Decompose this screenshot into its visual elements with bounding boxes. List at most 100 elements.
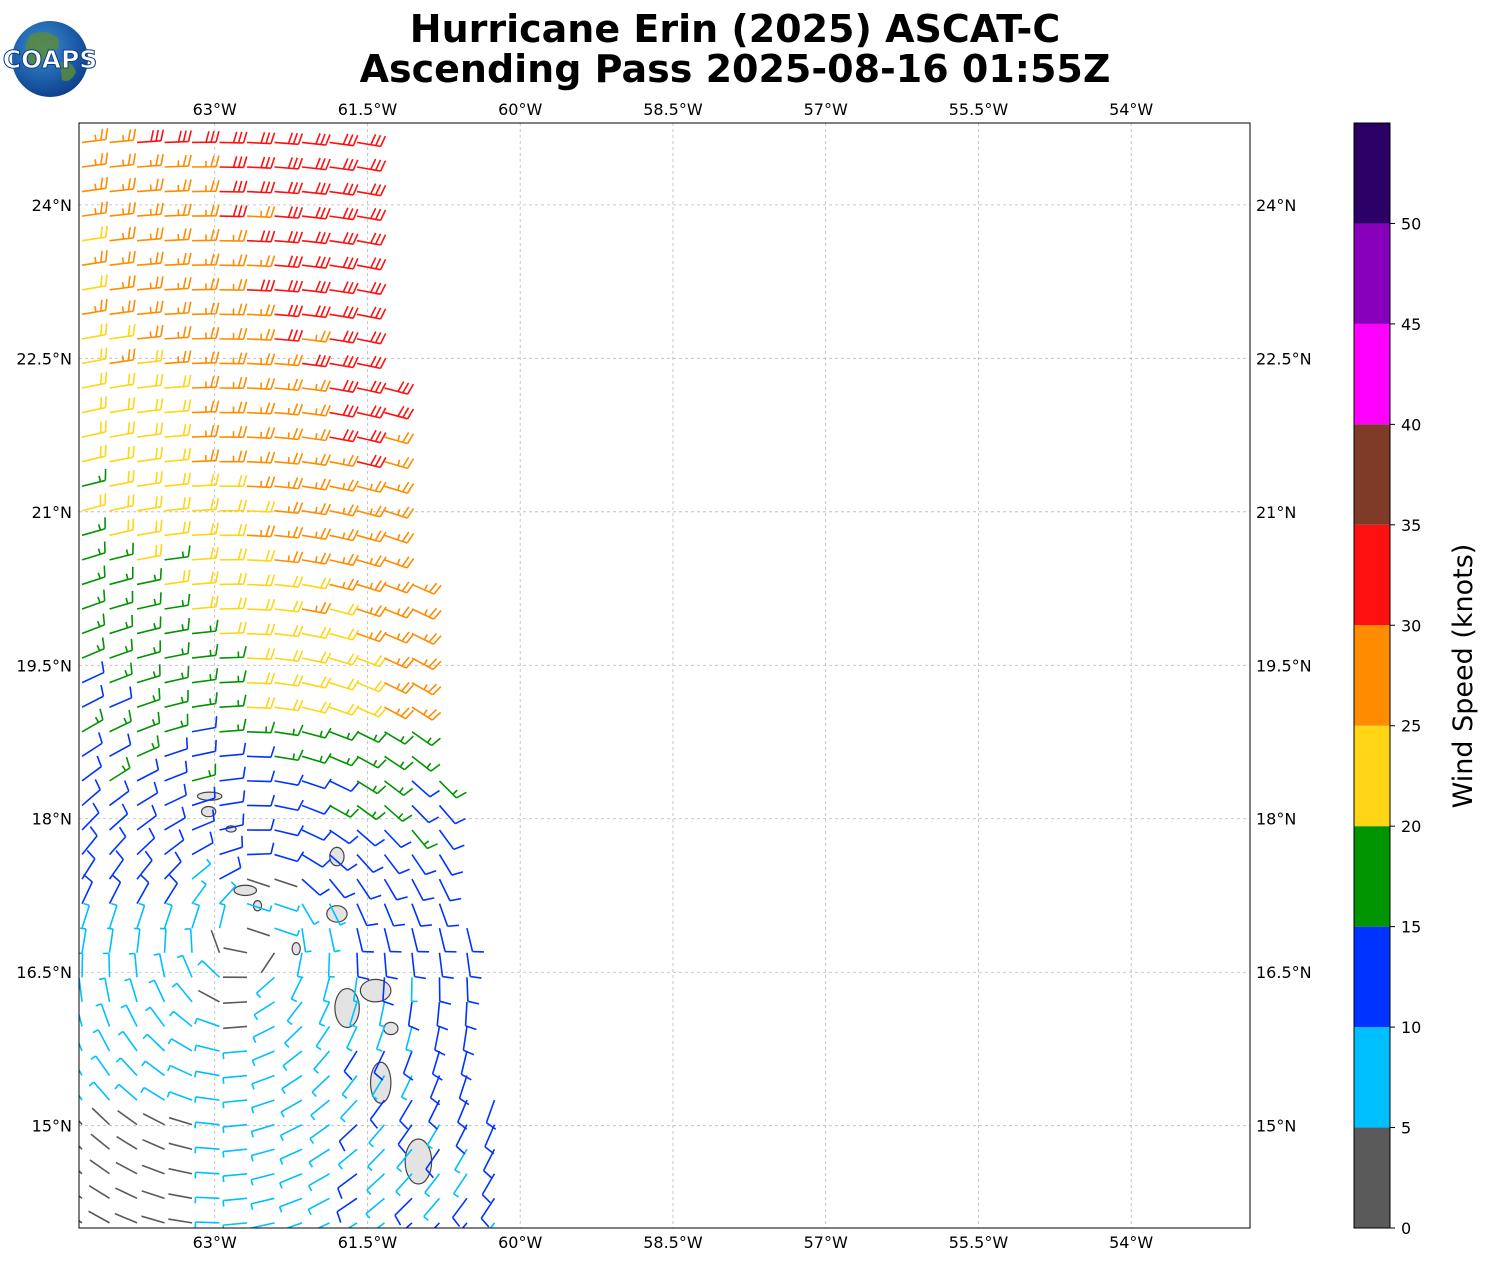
barb-half-flag (423, 1215, 429, 1222)
barb-flag (297, 502, 304, 514)
wind-barb (88, 1081, 111, 1101)
wind-barb (136, 373, 164, 389)
wind-barb (141, 1060, 166, 1077)
barb-flag (369, 454, 377, 466)
barb-flag (215, 351, 220, 363)
barb-half-flag (279, 1158, 284, 1165)
barb-half-flag (222, 1200, 225, 1207)
barb-shaft (411, 681, 434, 696)
barb-shaft (246, 534, 272, 538)
barb-shaft (454, 1148, 468, 1171)
barb-half-flag (181, 599, 185, 607)
barb-shaft (109, 188, 134, 193)
barb-flag (447, 924, 460, 928)
barb-shaft (81, 431, 106, 438)
wind-barb (301, 330, 331, 343)
wind-barb (109, 397, 136, 414)
wind-barb (407, 1001, 420, 1031)
barb-flag (132, 348, 136, 361)
wind-barb (460, 1050, 472, 1081)
wind-barb (219, 499, 248, 512)
barb-flag (426, 843, 438, 850)
barb-shaft (384, 583, 408, 594)
barb-shaft (329, 804, 351, 818)
barb-flag (320, 453, 327, 465)
wind-barb (274, 749, 304, 762)
barb-shaft (81, 812, 100, 831)
barb-flag (178, 829, 185, 841)
barb-shaft (169, 1091, 193, 1101)
wind-barb (109, 202, 136, 217)
wind-barb (301, 182, 331, 196)
barb-flag (104, 298, 108, 311)
wind-barb (411, 804, 440, 824)
wind-barb (246, 902, 273, 913)
barb-flag (132, 470, 135, 482)
lat-tick-label-left: 19.5°N (16, 656, 72, 675)
barb-half-flag (282, 1065, 288, 1071)
wind-barb (164, 472, 192, 488)
wind-barbs (79, 128, 497, 1237)
barb-flag (405, 684, 415, 694)
wind-barb (484, 1124, 496, 1155)
barb-shaft (81, 406, 106, 414)
barb-half-flag (278, 1206, 283, 1213)
barb-shaft (218, 904, 226, 929)
barb-shaft (356, 952, 359, 977)
wind-barb (88, 1184, 110, 1200)
barb-shaft (274, 460, 299, 465)
barb-flag (270, 672, 276, 684)
barb-shaft (343, 1050, 358, 1072)
wind-barb (184, 928, 193, 953)
barb-flag (215, 473, 220, 486)
barb-half-flag (342, 507, 346, 514)
barb-shaft (369, 1099, 386, 1120)
barb-half-flag (97, 548, 101, 555)
wind-barb (340, 1099, 358, 1123)
barb-flag (237, 523, 243, 536)
barb-half-flag (153, 953, 160, 956)
barb-shaft (411, 780, 431, 798)
barb-flag (370, 257, 377, 269)
barb-shaft (356, 190, 381, 197)
barb-flag (352, 159, 359, 171)
wind-barb (191, 809, 215, 831)
barb-half-flag (83, 902, 90, 907)
barb-flag (237, 156, 243, 168)
barb-shaft (274, 166, 299, 170)
barb-shaft (246, 485, 272, 489)
barb-flag (342, 379, 349, 391)
barb-shaft (438, 928, 446, 952)
wind-barb (438, 854, 464, 876)
wind-barb (164, 179, 192, 193)
wind-barb (301, 651, 332, 664)
barb-half-flag (279, 1231, 281, 1237)
wind-barb (411, 706, 442, 721)
wind-barb (109, 299, 136, 316)
barb-flag (346, 678, 355, 689)
barb-flag (378, 707, 387, 718)
barb-shaft (136, 745, 160, 758)
barb-flag (157, 711, 161, 724)
barb-half-flag (423, 634, 428, 641)
barb-flag (155, 349, 159, 362)
barb-shaft (329, 534, 354, 542)
barb-flag (127, 733, 132, 745)
barb-shaft (280, 1123, 303, 1137)
wind-barb (81, 371, 108, 389)
wind-barb (164, 760, 188, 782)
barb-flag (160, 398, 164, 410)
barb-half-flag (153, 574, 157, 581)
barb-flag (352, 480, 359, 492)
barb-half-flag (369, 557, 373, 565)
wind-barb (219, 205, 248, 218)
barb-shaft (81, 163, 106, 168)
wind-barb (438, 977, 452, 1005)
barb-flag (125, 756, 131, 769)
barb-flag (187, 545, 191, 557)
wind-barb (329, 653, 360, 666)
barb-flag (127, 398, 131, 410)
barb-flag (292, 674, 299, 686)
barb-flag (132, 202, 136, 214)
wind-barb (378, 1001, 386, 1028)
